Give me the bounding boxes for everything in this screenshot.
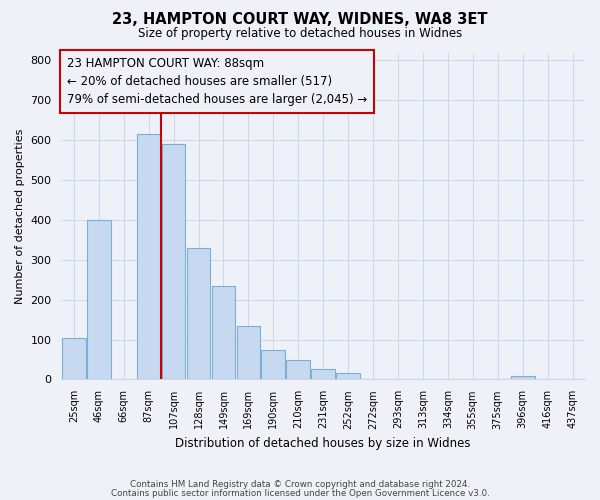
Bar <box>162 144 185 380</box>
Text: 23 HAMPTON COURT WAY: 88sqm
← 20% of detached houses are smaller (517)
79% of se: 23 HAMPTON COURT WAY: 88sqm ← 20% of det… <box>67 58 367 106</box>
Text: Contains HM Land Registry data © Crown copyright and database right 2024.: Contains HM Land Registry data © Crown c… <box>130 480 470 489</box>
Bar <box>87 220 110 380</box>
Y-axis label: Number of detached properties: Number of detached properties <box>15 128 25 304</box>
Text: Size of property relative to detached houses in Widnes: Size of property relative to detached ho… <box>138 28 462 40</box>
Bar <box>187 248 211 380</box>
Bar <box>511 376 535 380</box>
Bar <box>262 350 285 380</box>
Bar <box>236 326 260 380</box>
Bar <box>62 338 86 380</box>
Bar <box>137 134 161 380</box>
Bar <box>212 286 235 380</box>
Bar <box>311 370 335 380</box>
Text: 23, HAMPTON COURT WAY, WIDNES, WA8 3ET: 23, HAMPTON COURT WAY, WIDNES, WA8 3ET <box>112 12 488 28</box>
Bar <box>286 360 310 380</box>
Text: Contains public sector information licensed under the Open Government Licence v3: Contains public sector information licen… <box>110 488 490 498</box>
X-axis label: Distribution of detached houses by size in Widnes: Distribution of detached houses by size … <box>175 437 471 450</box>
Bar <box>336 374 360 380</box>
